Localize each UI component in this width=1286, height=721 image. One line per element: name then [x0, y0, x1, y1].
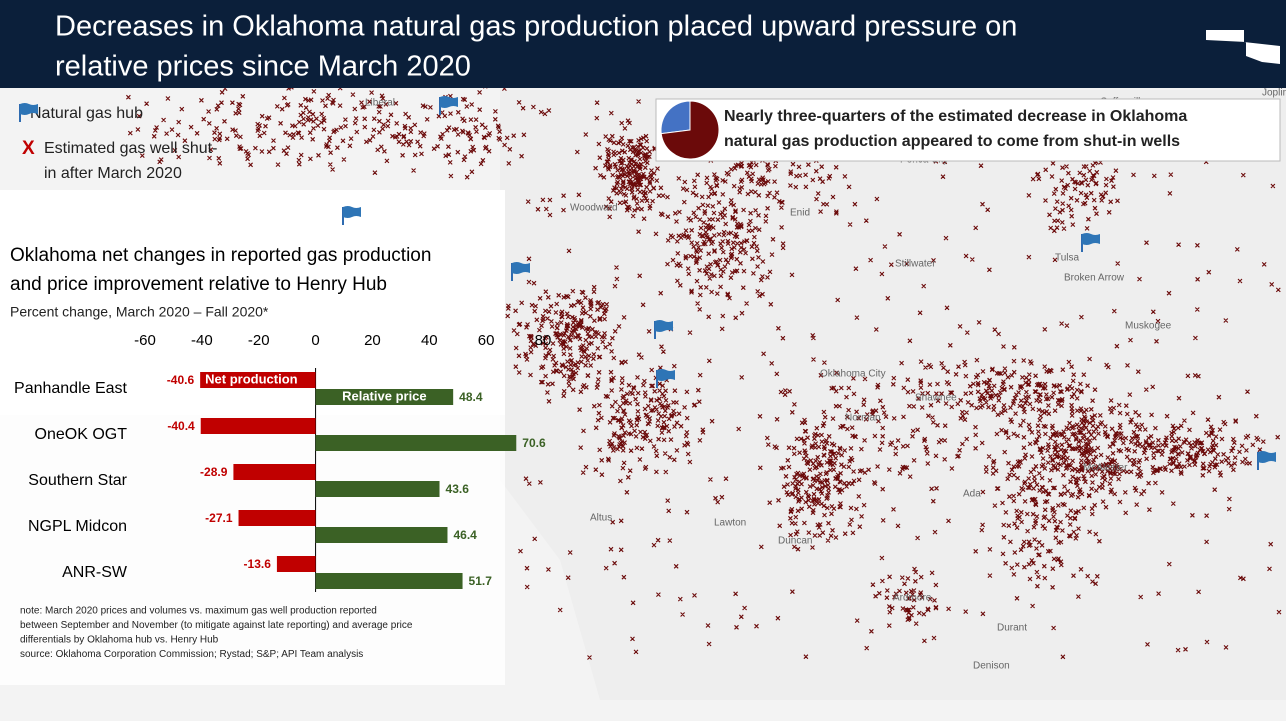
value-label: -27.1: [205, 511, 233, 525]
value-label: 43.6: [446, 482, 470, 496]
bar: [200, 372, 316, 388]
x-tick-label: 60: [478, 332, 495, 349]
map-label: Ardmore: [893, 593, 932, 604]
chart-panel-lower: [0, 415, 505, 685]
legend-well-symbol: X: [22, 138, 35, 159]
notes: note: March 2020 prices and volumes vs. …: [20, 606, 413, 661]
map-label: Norman: [845, 413, 881, 424]
map-label: Muskogee: [1125, 321, 1172, 332]
value-label: -40.6: [167, 373, 195, 387]
map-label: Liberal: [365, 98, 395, 109]
flag-cloth: [343, 206, 361, 218]
series-label: Relative price: [342, 388, 427, 403]
value-label: -40.4: [167, 419, 195, 433]
map-label: Oklahoma City: [820, 369, 886, 380]
map-label: Altus: [590, 513, 612, 524]
map-label: Broken Arrow: [1064, 273, 1125, 284]
bar: [315, 481, 440, 497]
oklahoma-icon: [1206, 30, 1280, 64]
note-text: note: March 2020 prices and volumes vs. …: [20, 606, 377, 617]
hub-flags: [342, 96, 1276, 470]
x-tick-label: 0: [311, 332, 319, 349]
note-text: between September and November (to mitig…: [20, 620, 413, 631]
note-text: source: Oklahoma Corporation Commission;…: [20, 649, 363, 660]
map-label: Woodward: [570, 203, 618, 214]
map-label: Lawton: [714, 518, 746, 529]
map-label: Durant: [997, 623, 1027, 634]
map-label: Denison: [973, 661, 1010, 672]
category-label: Panhandle East: [14, 380, 128, 397]
bar: [315, 435, 517, 451]
series-label: Net production: [205, 371, 297, 386]
map-label: Duncan: [778, 536, 812, 547]
map-label: Shawnee: [915, 393, 957, 404]
pie-slice: [660, 100, 720, 160]
bar: [276, 556, 316, 572]
value-label: -28.9: [200, 465, 228, 479]
map-label: Ada: [963, 489, 981, 500]
callout-box: [655, 98, 1281, 162]
callout-text: Nearly three-quarters of the estimated d…: [724, 108, 1187, 125]
category-label: NGPL Midcon: [28, 518, 127, 535]
header-band: [0, 0, 1286, 88]
category-label: OneOK OGT: [35, 426, 128, 443]
x-tick-label: 20: [364, 332, 381, 349]
flag-cloth: [657, 369, 675, 381]
flag-cloth: [440, 96, 458, 108]
flag-cloth: [1258, 451, 1276, 463]
value-label: 51.7: [469, 574, 493, 588]
x-tick-label: -40: [191, 332, 213, 349]
x-tick-label: -20: [248, 332, 270, 349]
note-text: differentials by Oklahoma hub vs. Henry …: [20, 635, 219, 646]
legend-hub-label: Natural gas hub: [30, 105, 143, 122]
flag-cloth: [512, 262, 530, 274]
value-label: 48.4: [459, 390, 483, 404]
chart-subtitle: Percent change, March 2020 – Fall 2020*: [10, 304, 269, 320]
callout-text: natural gas production appeared to come …: [724, 133, 1180, 150]
legend-well-label: in after March 2020: [44, 165, 182, 182]
value-label: 46.4: [453, 528, 477, 542]
pie-slice: [660, 100, 691, 135]
chart-title: Oklahoma net changes in reported gas pro…: [10, 245, 431, 266]
map-label: Joplin: [1262, 88, 1286, 99]
chart-title: and price improvement relative to Henry …: [10, 274, 387, 295]
map-label: Tulsa: [1055, 253, 1080, 264]
value-label: -13.6: [244, 557, 272, 571]
flag-cloth: [655, 320, 673, 332]
bar: [315, 527, 448, 543]
map-label: Stillwater: [895, 259, 936, 270]
map-label: McAlester: [1083, 463, 1128, 474]
bar: [315, 389, 454, 405]
value-label: 70.6: [522, 436, 546, 450]
bar: [200, 418, 316, 434]
x-tick-label: 80: [535, 332, 552, 349]
x-tick-label: -60: [134, 332, 156, 349]
legend-well-label: Estimated gas well shut-: [44, 140, 217, 157]
bar: [238, 510, 316, 526]
flag-cloth: [20, 103, 38, 115]
bar: [315, 573, 463, 589]
bar: [233, 464, 316, 480]
flag-cloth: [1082, 233, 1100, 245]
x-tick-label: 40: [421, 332, 438, 349]
category-label: ANR-SW: [62, 564, 128, 581]
header-title: relative prices since March 2020: [55, 51, 471, 83]
category-label: Southern Star: [28, 472, 127, 489]
header-title: Decreases in Oklahoma natural gas produc…: [55, 11, 1017, 43]
map-label: Enid: [790, 208, 810, 219]
